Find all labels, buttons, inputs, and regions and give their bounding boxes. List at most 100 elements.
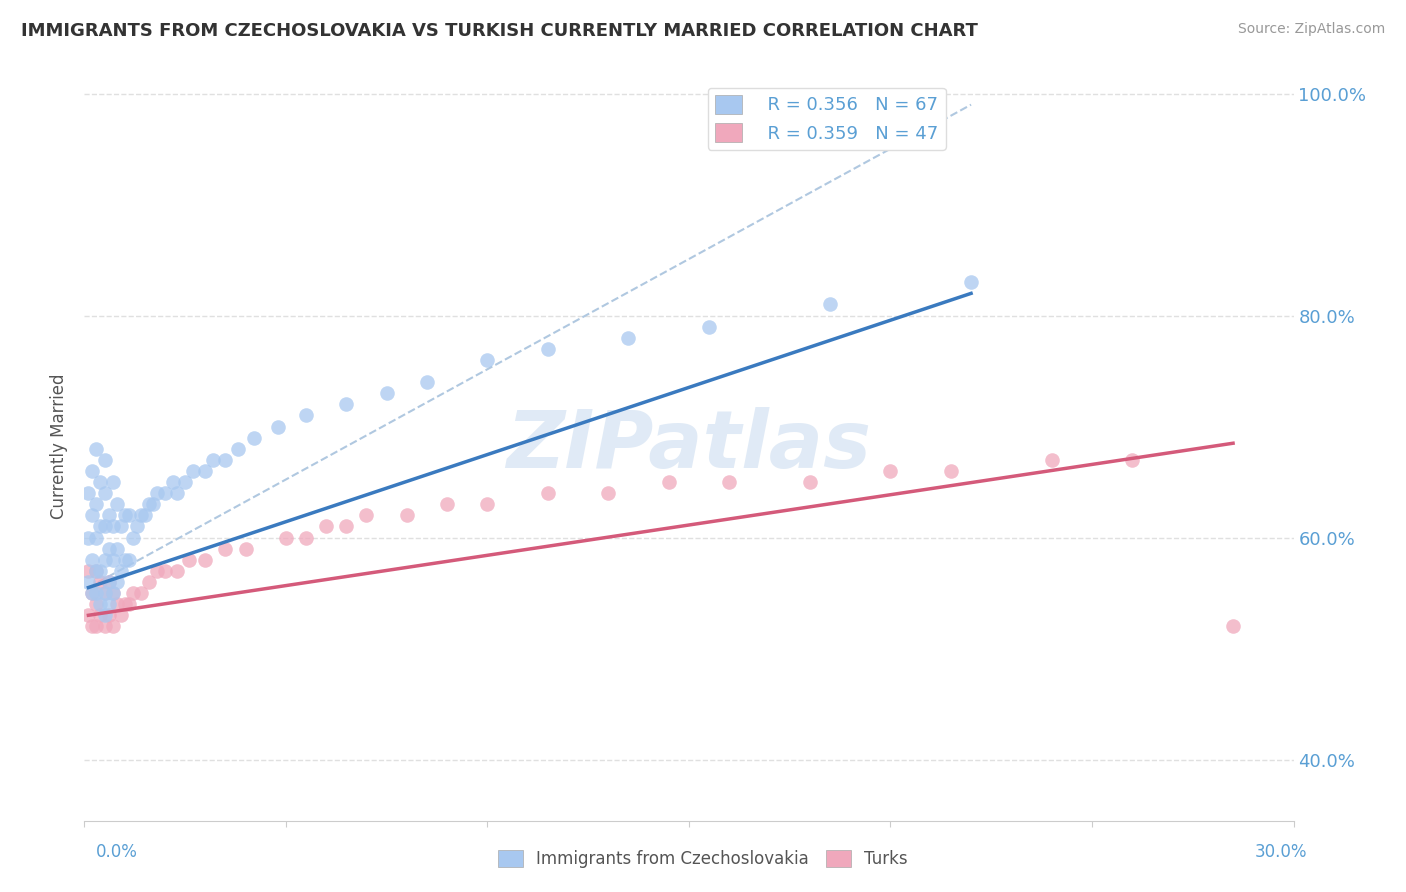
Point — [335, 397, 357, 411]
Point — [274, 531, 297, 545]
Point — [356, 508, 378, 523]
Point — [226, 442, 249, 456]
Point — [114, 508, 136, 523]
Point — [101, 475, 124, 489]
Point — [89, 608, 111, 623]
Point — [89, 597, 111, 611]
Point — [125, 519, 148, 533]
Point — [166, 564, 188, 578]
Point — [138, 574, 160, 589]
Point — [101, 519, 124, 533]
Point — [194, 464, 217, 478]
Point — [146, 486, 169, 500]
Point — [295, 531, 318, 545]
Point — [93, 619, 115, 633]
Point — [86, 597, 108, 611]
Point — [86, 497, 108, 511]
Point — [118, 553, 141, 567]
Point — [86, 531, 108, 545]
Legend: Immigrants from Czechoslovakia, Turks: Immigrants from Czechoslovakia, Turks — [492, 843, 914, 875]
Point — [114, 597, 136, 611]
Point — [194, 553, 217, 567]
Point — [138, 497, 160, 511]
Point — [477, 497, 499, 511]
Point — [174, 475, 197, 489]
Point — [166, 486, 188, 500]
Point — [1121, 453, 1143, 467]
Point — [101, 553, 124, 567]
Point — [114, 553, 136, 567]
Point — [86, 586, 108, 600]
Point — [89, 475, 111, 489]
Point — [134, 508, 156, 523]
Point — [335, 519, 357, 533]
Point — [93, 553, 115, 567]
Point — [105, 497, 128, 511]
Point — [818, 297, 841, 311]
Point — [101, 586, 124, 600]
Point — [82, 586, 104, 600]
Point — [97, 574, 120, 589]
Point — [129, 586, 152, 600]
Point — [77, 486, 100, 500]
Point — [153, 486, 176, 500]
Point — [105, 541, 128, 556]
Y-axis label: Currently Married: Currently Married — [51, 373, 69, 519]
Point — [110, 519, 132, 533]
Point — [658, 475, 681, 489]
Point — [267, 419, 290, 434]
Point — [436, 497, 458, 511]
Point — [799, 475, 821, 489]
Point — [105, 574, 128, 589]
Point — [537, 486, 560, 500]
Point — [86, 619, 108, 633]
Point — [93, 453, 115, 467]
Point — [89, 564, 111, 578]
Point — [1040, 453, 1063, 467]
Point — [697, 319, 720, 334]
Point — [142, 497, 165, 511]
Point — [77, 574, 100, 589]
Point — [93, 486, 115, 500]
Point — [960, 275, 983, 289]
Point — [86, 564, 108, 578]
Point — [89, 574, 111, 589]
Point — [97, 508, 120, 523]
Point — [118, 508, 141, 523]
Point — [179, 553, 201, 567]
Point — [86, 442, 108, 456]
Point — [110, 608, 132, 623]
Text: IMMIGRANTS FROM CZECHOSLOVAKIA VS TURKISH CURRENTLY MARRIED CORRELATION CHART: IMMIGRANTS FROM CZECHOSLOVAKIA VS TURKIS… — [21, 22, 979, 40]
Point — [146, 564, 169, 578]
Point — [93, 608, 115, 623]
Point — [101, 586, 124, 600]
Point — [121, 531, 143, 545]
Point — [97, 541, 120, 556]
Point — [77, 564, 100, 578]
Point — [82, 586, 104, 600]
Point — [214, 541, 236, 556]
Point — [97, 574, 120, 589]
Point — [242, 431, 264, 445]
Point — [110, 564, 132, 578]
Point — [617, 331, 640, 345]
Text: 0.0%: 0.0% — [96, 843, 138, 861]
Point — [86, 564, 108, 578]
Point — [77, 608, 100, 623]
Point — [416, 375, 439, 389]
Point — [235, 541, 257, 556]
Point — [89, 519, 111, 533]
Point — [77, 531, 100, 545]
Point — [295, 409, 318, 423]
Point — [93, 586, 115, 600]
Text: 30.0%: 30.0% — [1256, 843, 1308, 861]
Point — [939, 464, 962, 478]
Point — [202, 453, 225, 467]
Text: ZIPatlas: ZIPatlas — [506, 407, 872, 485]
Point — [93, 586, 115, 600]
Point — [598, 486, 620, 500]
Point — [153, 564, 176, 578]
Point — [395, 508, 418, 523]
Legend:   R = 0.356   N = 67,   R = 0.359   N = 47: R = 0.356 N = 67, R = 0.359 N = 47 — [707, 88, 946, 150]
Point — [214, 453, 236, 467]
